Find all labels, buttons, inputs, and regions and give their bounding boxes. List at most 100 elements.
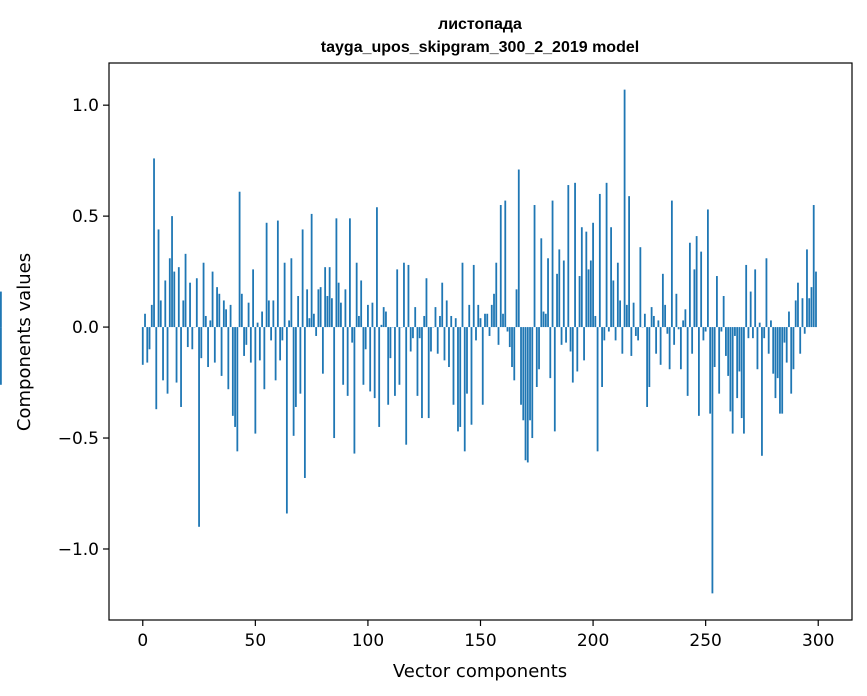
bar-152: [484, 313, 486, 328]
bar-107: [382, 307, 385, 328]
bar-65: [288, 320, 291, 328]
bar-177: [540, 238, 543, 328]
bar-288: [790, 327, 793, 394]
bar-53: [261, 311, 263, 328]
bar-168: [520, 327, 522, 405]
bar-272: [754, 269, 757, 328]
bar-109: [387, 327, 390, 405]
bar-145: [468, 304, 471, 328]
bar-54: [263, 327, 266, 390]
bar-12: [168, 258, 171, 328]
bar-94: [353, 327, 356, 454]
bar-243: [688, 242, 691, 328]
bar-149: [477, 304, 480, 328]
bar-214: [623, 89, 626, 328]
bar-24: [195, 278, 198, 328]
bar-108: [385, 311, 387, 328]
bar-241: [684, 309, 687, 328]
bar-259: [725, 327, 727, 356]
bar-64: [285, 327, 288, 514]
bar-4: [150, 304, 153, 328]
bar-191: [571, 327, 574, 383]
bar-68: [294, 327, 297, 407]
bar-182: [551, 200, 554, 328]
y-axis-label: Components values: [14, 253, 35, 431]
bar-17: [180, 327, 182, 407]
bar-31: [211, 271, 214, 328]
bar-212: [619, 300, 621, 328]
y-tick-label: −1.0: [58, 540, 99, 560]
bar-291: [797, 282, 799, 328]
y-tick-label: 0.0: [72, 318, 99, 338]
bar-27: [202, 262, 205, 328]
bar-128: [430, 327, 432, 352]
bar-262: [731, 327, 734, 434]
bar-19: [184, 253, 187, 328]
bar-74: [308, 318, 311, 328]
bar-194: [578, 276, 581, 328]
bar-134: [443, 327, 446, 361]
bar-220: [637, 327, 640, 341]
bar-201: [594, 315, 597, 328]
bar-96: [358, 315, 360, 328]
bar-124: [421, 327, 423, 419]
bar-274: [758, 322, 761, 328]
bar-159: [499, 205, 502, 328]
bar-250: [704, 327, 707, 332]
bar-47: [247, 302, 250, 328]
bar-50: [254, 327, 257, 434]
bar-237: [675, 293, 678, 328]
bar-13: [171, 216, 173, 328]
bar-281: [774, 327, 777, 399]
bar-295: [806, 249, 808, 328]
bar-97: [360, 280, 363, 328]
bar-20: [186, 327, 189, 348]
bar-75: [310, 213, 313, 328]
x-tick-label: 250: [689, 631, 721, 651]
bar-263: [734, 327, 736, 336]
bar-169: [522, 327, 525, 421]
bar-254: [713, 327, 716, 368]
bar-51: [256, 322, 259, 328]
bar-271: [752, 327, 754, 339]
bar-85: [333, 327, 336, 439]
chart-subtitle: tayga_upos_skipgram_300_2_2019 model: [321, 39, 639, 56]
bar-216: [628, 196, 630, 328]
bar-289: [792, 327, 795, 370]
bar-146: [470, 327, 473, 425]
bar-45: [243, 327, 245, 356]
bar-7: [157, 229, 160, 328]
bar-225: [648, 327, 651, 387]
bar-14: [173, 271, 176, 328]
bar-3: [148, 327, 151, 350]
bar-226: [650, 307, 653, 328]
bar-286: [785, 327, 788, 363]
bar-series: [0, 89, 817, 594]
bar-162: [506, 327, 509, 332]
bar-132: [439, 315, 441, 328]
bar-33: [216, 287, 218, 328]
bar-118: [407, 264, 410, 328]
bar-58: [272, 300, 275, 328]
bar-279: [770, 320, 772, 328]
bar-79: [319, 287, 322, 328]
bar-52: [258, 327, 261, 361]
bar-183: [553, 327, 556, 432]
bar-101: [369, 327, 372, 392]
bar-131: [436, 327, 439, 354]
bar-89: [342, 327, 345, 385]
bar-174: [533, 205, 536, 328]
bar-41: [234, 327, 236, 427]
x-tick-label: 300: [802, 631, 834, 651]
bar-16: [177, 267, 180, 328]
bar-126: [425, 278, 428, 328]
bar-102: [371, 302, 374, 328]
bar-61: [279, 327, 282, 361]
bar-172: [529, 327, 531, 421]
bar-292: [799, 327, 802, 354]
bar-173: [531, 327, 534, 439]
bar-15: [175, 327, 178, 383]
bar-211: [616, 262, 619, 328]
bar-293: [801, 298, 804, 328]
bar-148: [475, 327, 477, 341]
